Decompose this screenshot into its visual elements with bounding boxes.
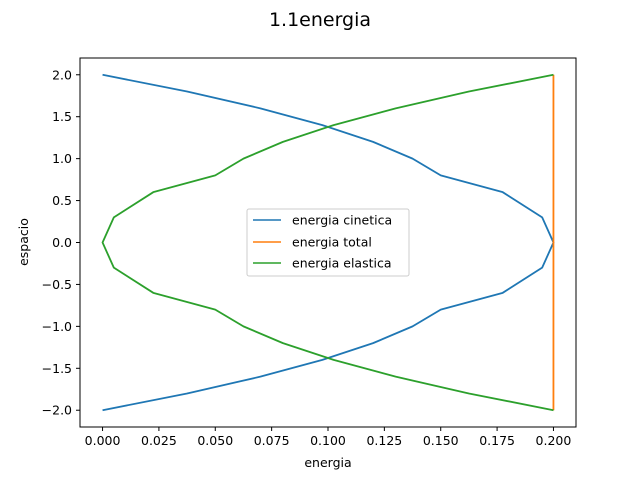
legend-label-elastica: energia elastica [292,256,392,271]
y-tick-label: −0.5 [42,277,72,292]
y-tick-label: −1.0 [42,319,72,334]
legend-label-total: energia total [292,235,372,250]
y-tick-label: 2.0 [52,67,72,82]
y-tick-label: −1.5 [42,361,72,376]
x-tick-label: 0.025 [141,433,177,448]
legend-label-cinetica: energia cinetica [292,213,392,228]
series-layer [101,73,555,412]
y-tick-label: −2.0 [42,403,72,418]
legend: energia cinetica energia total energia e… [246,208,410,277]
y-axis-label: espacio [16,218,31,266]
x-tick-label: 0.125 [366,433,402,448]
x-tick-label: 0.075 [254,433,290,448]
y-tick-label: 0.0 [52,235,72,250]
x-tick-label: 0.150 [423,433,459,448]
ticks-layer: 0.000 0.025 0.050 0.075 0.100 0.125 0.150 0.175… [42,67,572,448]
x-tick-label: 0.200 [536,433,572,448]
x-tick-label: 0.100 [310,433,346,448]
x-tick-label: 0.000 [85,433,121,448]
y-tick-label: 1.5 [52,109,72,124]
series-line-elastica [101,73,554,412]
x-axis-label: energia [304,455,351,470]
legend-box [246,208,410,277]
chart-title: 1.1energia [269,9,371,31]
y-tick-label: 0.5 [52,193,72,208]
x-tick-label: 0.050 [197,433,233,448]
y-tick-label: 1.0 [52,151,72,166]
x-tick-label: 0.175 [479,433,515,448]
plot-frame [79,57,577,428]
